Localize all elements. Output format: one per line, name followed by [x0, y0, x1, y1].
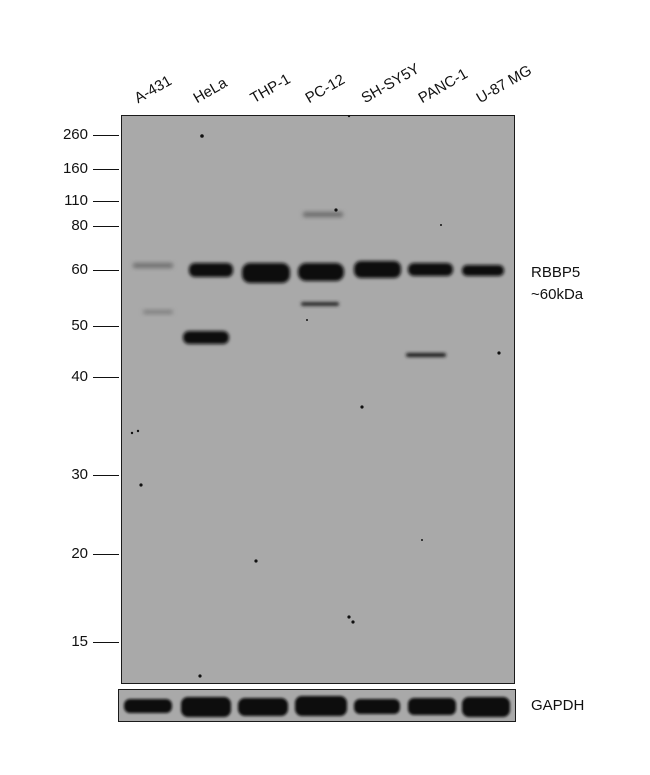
lane-label-pc12: PC-12 — [302, 71, 348, 107]
band-pc12-faint-high — [303, 212, 343, 217]
mw-label-60: 60 — [71, 261, 88, 278]
mw-label-40: 40 — [71, 368, 88, 385]
gapdh-band-thp1 — [238, 698, 288, 716]
band-a431-60 — [133, 263, 173, 268]
target-size-label: ~60kDa — [531, 286, 584, 303]
band-hela-48 — [183, 331, 229, 344]
target-name-label: RBBP5 — [531, 264, 581, 281]
gapdh-band-u87mg — [462, 697, 510, 717]
band-u87mg-60 — [462, 265, 504, 276]
band-pc12-54 — [301, 302, 339, 306]
gapdh-band-a431 — [124, 699, 172, 713]
loading-control-label: GAPDH — [531, 697, 585, 714]
mw-tick-60 — [93, 270, 119, 271]
western-blot-gapdh-panel — [118, 689, 516, 722]
band-a431-faint — [143, 310, 173, 314]
gapdh-band-hela — [181, 697, 231, 717]
mw-label-50: 50 — [71, 317, 88, 334]
band-pc12-60 — [298, 263, 344, 281]
band-thp1-60 — [242, 263, 290, 283]
additional-bands — [143, 212, 446, 357]
gapdh-band-shsy5y — [354, 699, 400, 714]
lane-label-shsy5y: SH-SY5Y — [358, 60, 423, 107]
mw-label-30: 30 — [71, 466, 88, 483]
band-panc1-44 — [406, 353, 446, 357]
lane-label-a431: A-431 — [131, 72, 175, 107]
membrane-specks — [130, 115, 501, 678]
mw-tick-15 — [93, 642, 119, 643]
mw-tick-260 — [93, 135, 119, 136]
mw-label-15: 15 — [71, 633, 88, 650]
mw-label-110: 110 — [64, 192, 88, 209]
lane-label-panc1: PANC-1 — [415, 65, 471, 107]
mw-tick-50 — [93, 326, 119, 327]
mw-tick-40 — [93, 377, 119, 378]
band-panc1-60 — [408, 263, 453, 276]
mw-tick-160 — [93, 169, 119, 170]
mw-label-20: 20 — [71, 545, 88, 562]
band-shsy5y-60 — [354, 261, 401, 278]
band-hela-60 — [189, 263, 233, 277]
gapdh-band-pc12 — [295, 696, 347, 716]
gapdh-bands — [124, 696, 510, 717]
gapdh-band-panc1 — [408, 698, 456, 715]
lane-label-hela: HeLa — [190, 74, 231, 107]
mw-label-160: 160 — [62, 160, 88, 177]
western-blot-main-panel — [121, 115, 515, 684]
lane-label-u87mg: U-87 MG — [473, 61, 535, 107]
mw-tick-20 — [93, 554, 119, 555]
mw-tick-80 — [93, 226, 119, 227]
mw-label-260: 260 — [62, 126, 88, 143]
lane-label-thp1: THP-1 — [247, 70, 294, 107]
mw-label-80: 80 — [71, 217, 88, 234]
mw-tick-30 — [93, 475, 119, 476]
mw-tick-110 — [93, 201, 119, 202]
membrane-background — [121, 115, 515, 684]
rbbp5-bands — [133, 261, 504, 283]
